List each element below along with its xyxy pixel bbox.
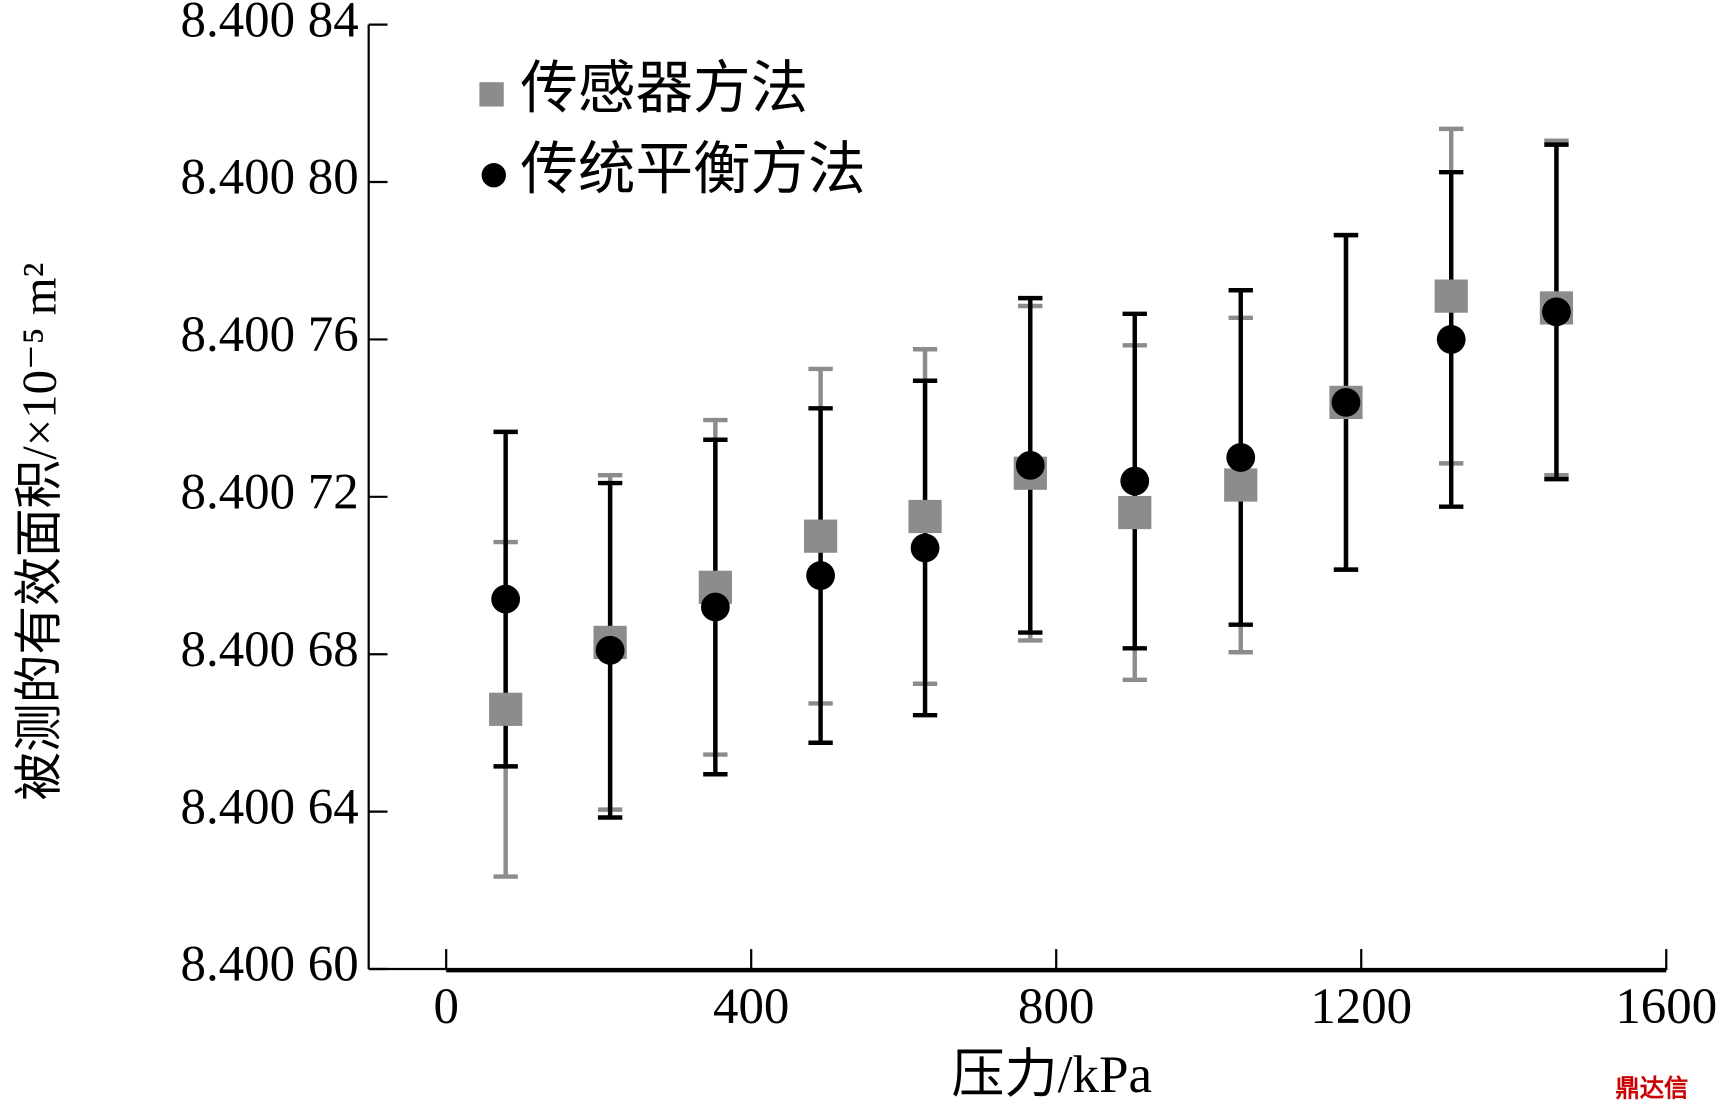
x-tick-label: 0 xyxy=(433,979,458,1035)
point xyxy=(1542,297,1571,327)
point xyxy=(595,635,625,665)
legend-label: 传统平衡方法 xyxy=(520,138,865,201)
y-axis-label: 被测的有效面积/×10⁻⁵ m² xyxy=(12,263,66,801)
point xyxy=(1226,443,1256,472)
point xyxy=(1120,466,1150,496)
legend-marker xyxy=(481,163,506,188)
point xyxy=(910,533,940,563)
watermark: 鼎达信 xyxy=(1615,1074,1688,1102)
x-tick-label: 1200 xyxy=(1310,979,1412,1035)
point xyxy=(491,584,521,614)
y-tick-label: 8.400 84 xyxy=(181,0,359,48)
point xyxy=(1224,468,1258,502)
legend-marker xyxy=(479,82,504,107)
x-tick-label: 1600 xyxy=(1615,979,1717,1035)
y-tick-label: 8.400 76 xyxy=(181,307,359,363)
point xyxy=(806,561,835,590)
x-tick-label: 400 xyxy=(713,979,789,1035)
point xyxy=(1331,387,1361,417)
point xyxy=(1436,325,1466,354)
y-tick-label: 8.400 68 xyxy=(181,622,359,678)
point xyxy=(1118,495,1152,530)
point xyxy=(1434,279,1468,313)
y-tick-label: 8.400 80 xyxy=(181,150,359,206)
point xyxy=(803,519,838,553)
point xyxy=(908,499,942,534)
y-tick-label: 8.400 64 xyxy=(181,779,359,835)
y-tick-label: 8.400 72 xyxy=(181,465,359,521)
point xyxy=(1015,450,1045,480)
point xyxy=(700,592,730,622)
x-tick-label: 800 xyxy=(1018,979,1094,1035)
y-tick-label: 8.400 60 xyxy=(181,937,359,993)
x-axis-label: 压力/kPa xyxy=(951,1046,1152,1104)
point xyxy=(489,692,523,726)
legend-label: 传感器方法 xyxy=(520,58,808,121)
